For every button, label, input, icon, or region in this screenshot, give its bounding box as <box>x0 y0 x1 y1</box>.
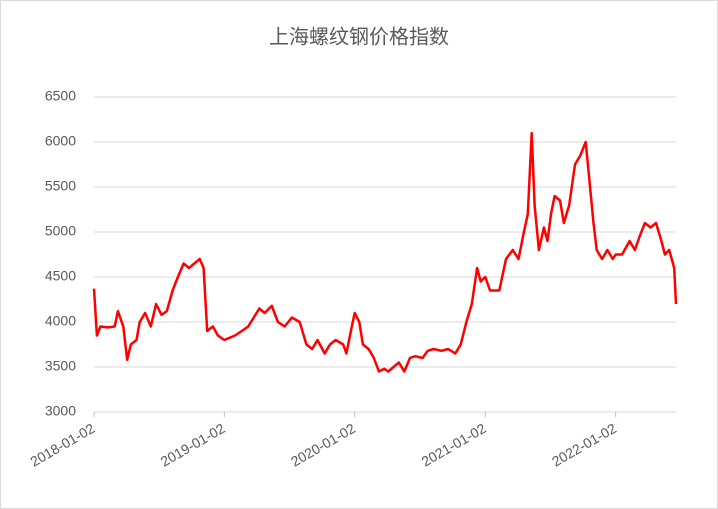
y-tick-label: 4500 <box>45 268 76 284</box>
y-tick-label: 6000 <box>45 133 76 149</box>
price-line <box>92 131 678 373</box>
chart-title: 上海螺纹钢价格指数 <box>269 25 449 48</box>
y-tick-label: 5500 <box>45 178 76 194</box>
y-tick-label: 5000 <box>45 223 76 239</box>
y-tick-label: 3000 <box>45 403 76 419</box>
y-tick-label: 6500 <box>45 88 76 104</box>
y-tick-label: 4000 <box>45 313 76 329</box>
y-tick-label: 3500 <box>45 358 76 374</box>
